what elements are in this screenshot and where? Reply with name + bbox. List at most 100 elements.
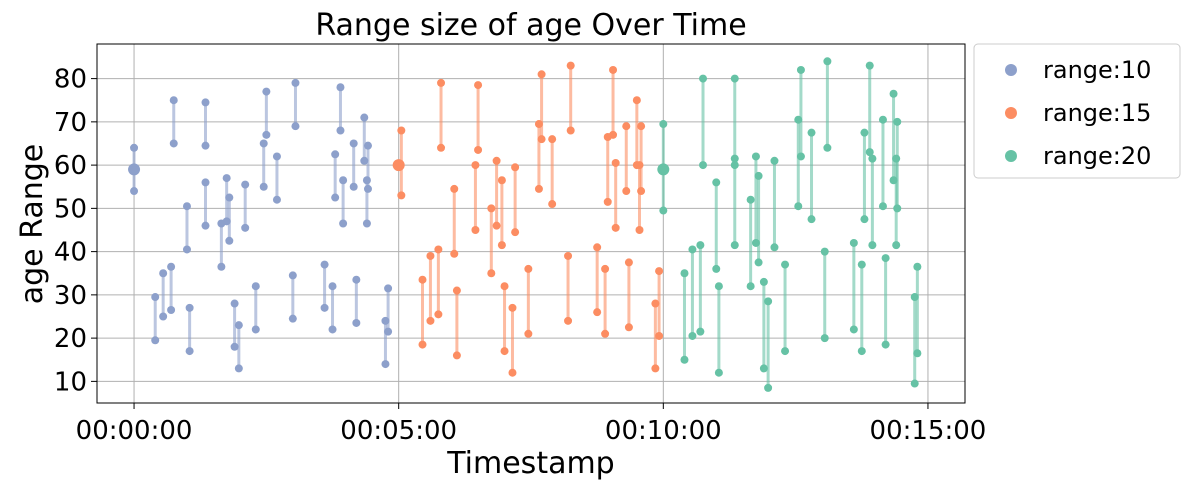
range-max-point bbox=[823, 57, 832, 66]
y-axis-ticks: 10 20 30 40 50 60 70 80 bbox=[54, 65, 97, 397]
range-max-point bbox=[450, 184, 459, 193]
range-min-point bbox=[272, 195, 281, 204]
range-max-point bbox=[234, 321, 243, 330]
range-max-point bbox=[426, 251, 435, 260]
range-max-point bbox=[201, 178, 210, 187]
range-max-point bbox=[534, 120, 543, 129]
range-min-point bbox=[328, 325, 337, 334]
range-max-point bbox=[487, 204, 496, 213]
range-min-point bbox=[201, 221, 210, 230]
data-marks bbox=[128, 57, 922, 392]
range-min-point bbox=[913, 349, 922, 358]
range-max-point bbox=[452, 286, 461, 295]
range-min-point bbox=[487, 269, 496, 278]
range-max-point bbox=[857, 260, 866, 269]
range-min-point bbox=[362, 219, 371, 228]
range-min-point bbox=[384, 327, 393, 336]
range-min-point bbox=[601, 329, 610, 338]
y-tick-label: 40 bbox=[54, 238, 87, 268]
range-max-point bbox=[781, 260, 790, 269]
range-min-point bbox=[611, 223, 620, 232]
range-min-point bbox=[730, 241, 739, 250]
range-max-point bbox=[651, 299, 660, 308]
range-max-point bbox=[730, 154, 739, 163]
range-min-point bbox=[234, 364, 243, 373]
range-max-point bbox=[169, 96, 178, 105]
range-min-point bbox=[655, 331, 664, 340]
range-min-point bbox=[169, 139, 178, 148]
range-max-point bbox=[881, 254, 890, 263]
range-max-point bbox=[336, 83, 345, 92]
range-max-point bbox=[913, 262, 922, 271]
range-max-point bbox=[659, 120, 668, 129]
y-tick-label: 70 bbox=[54, 108, 87, 138]
range-max-point bbox=[680, 269, 689, 278]
range-min-point bbox=[889, 176, 898, 185]
range-min-point bbox=[794, 202, 803, 211]
range-max-point bbox=[222, 174, 231, 183]
range-max-point bbox=[730, 74, 739, 83]
range-min-point bbox=[796, 152, 805, 161]
range-min-point bbox=[868, 241, 877, 250]
range-max-point bbox=[849, 238, 858, 247]
range-max-point bbox=[910, 293, 919, 302]
grid bbox=[97, 44, 965, 403]
range-max-point bbox=[500, 282, 509, 291]
range-max-point bbox=[362, 176, 371, 185]
x-tick-label: 00:05:00 bbox=[340, 416, 457, 446]
range-min-point bbox=[566, 126, 575, 135]
range-min-point bbox=[320, 303, 329, 312]
range-max-point bbox=[225, 193, 234, 202]
range-min-point bbox=[564, 316, 573, 325]
range-max-point bbox=[609, 65, 618, 74]
range-min-point bbox=[331, 193, 340, 202]
y-tick-label: 60 bbox=[54, 151, 87, 181]
range-min-point bbox=[291, 122, 300, 131]
range-max-point bbox=[471, 161, 480, 170]
y-tick-label: 80 bbox=[54, 65, 87, 95]
range-min-point bbox=[471, 225, 480, 234]
range-max-point bbox=[820, 247, 829, 256]
range-max-point bbox=[272, 152, 281, 161]
range-min-point bbox=[259, 182, 268, 191]
legend-marker bbox=[1005, 64, 1017, 76]
x-axis-ticks: 00:00:00 00:05:00 00:10:00 00:15:00 bbox=[76, 403, 986, 446]
range-min-point bbox=[130, 187, 139, 196]
range-max-point bbox=[474, 81, 483, 90]
range-min-point bbox=[437, 143, 446, 152]
range-max-point bbox=[893, 117, 902, 126]
range-min-point bbox=[688, 331, 697, 340]
range-max-point bbox=[339, 176, 348, 185]
range-min-point bbox=[201, 141, 210, 150]
range-max-point bbox=[712, 178, 721, 187]
y-tick-label: 30 bbox=[54, 281, 87, 311]
legend-label: range:10 bbox=[1043, 56, 1151, 84]
range-min-point bbox=[537, 135, 546, 144]
range-min-point bbox=[548, 200, 557, 209]
range-min-point bbox=[360, 156, 369, 165]
range-min-point bbox=[497, 241, 506, 250]
range-min-point bbox=[759, 364, 768, 373]
legend-marker bbox=[1005, 107, 1017, 119]
range-max-point bbox=[418, 275, 427, 284]
range-max-point bbox=[497, 176, 506, 185]
range-max-point bbox=[159, 269, 168, 278]
range-max-point bbox=[241, 180, 250, 189]
legend: range:10 range:15 range:20 bbox=[973, 43, 1181, 179]
range-min-point bbox=[262, 130, 271, 139]
range-min-point bbox=[167, 306, 176, 315]
range-min-point bbox=[865, 148, 874, 157]
range-max-point bbox=[320, 260, 329, 269]
range-min-point bbox=[511, 228, 520, 237]
range-min-point bbox=[452, 351, 461, 360]
range-max-point bbox=[381, 316, 390, 325]
range-min-point bbox=[241, 223, 250, 232]
range-min-point bbox=[881, 340, 890, 349]
range-max-point bbox=[632, 96, 641, 105]
range-max-point bbox=[601, 264, 610, 273]
range-max-point bbox=[624, 258, 633, 267]
range-max-point bbox=[611, 158, 620, 167]
range-max-point bbox=[434, 245, 443, 254]
range-max-point bbox=[655, 267, 664, 276]
range-max-point bbox=[754, 171, 763, 180]
